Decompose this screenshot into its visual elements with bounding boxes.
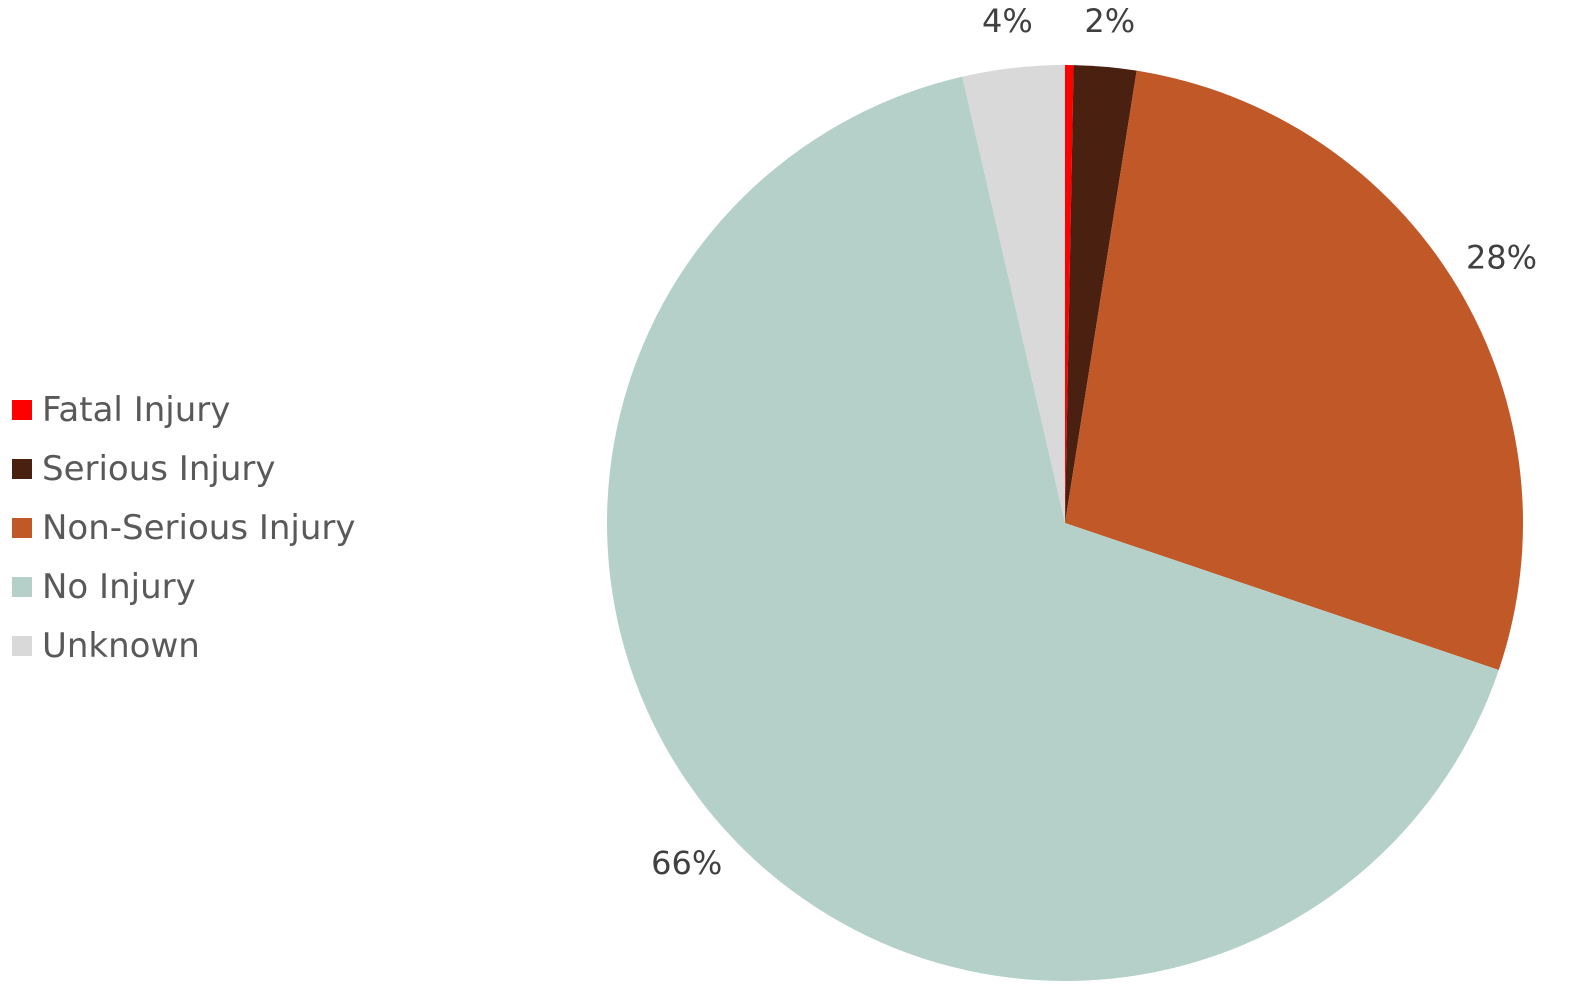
legend-swatch xyxy=(12,576,32,597)
legend-item-fatal-injury: Fatal Injury xyxy=(12,380,412,439)
legend-label: Serious Injury xyxy=(42,448,276,489)
pie-slice-fatal-injury xyxy=(1065,65,1074,523)
data-label-non-serious-injury: 28% xyxy=(1466,238,1537,276)
pie-slice-non-serious-injury xyxy=(1065,70,1523,670)
legend-label: No Injury xyxy=(42,566,196,607)
legend-label: Fatal Injury xyxy=(42,389,231,430)
legend-item-unknown: Unknown xyxy=(12,616,412,675)
legend: Fatal Injury Serious Injury Non-Serious … xyxy=(12,380,412,675)
legend-item-no-injury: No Injury xyxy=(12,557,412,616)
data-label-no-injury: 66% xyxy=(651,844,722,882)
legend-item-serious-injury: Serious Injury xyxy=(12,439,412,498)
pie-data-labels: 2% 28% 66% 4% xyxy=(651,2,1537,882)
data-label-unknown: 4% xyxy=(982,2,1033,40)
pie-slice-no-injury xyxy=(607,76,1499,982)
legend-label: Non-Serious Injury xyxy=(42,507,356,548)
pie-slices xyxy=(607,65,1523,982)
legend-item-non-serious-injury: Non-Serious Injury xyxy=(12,498,412,557)
legend-label: Unknown xyxy=(42,625,200,666)
legend-swatch xyxy=(12,635,32,656)
pie-slice-serious-injury xyxy=(1065,65,1137,523)
pie-slice-unknown xyxy=(962,65,1065,523)
data-label-serious-injury: 2% xyxy=(1084,2,1135,40)
legend-swatch xyxy=(12,458,32,479)
legend-swatch xyxy=(12,517,32,538)
legend-swatch xyxy=(12,399,32,420)
